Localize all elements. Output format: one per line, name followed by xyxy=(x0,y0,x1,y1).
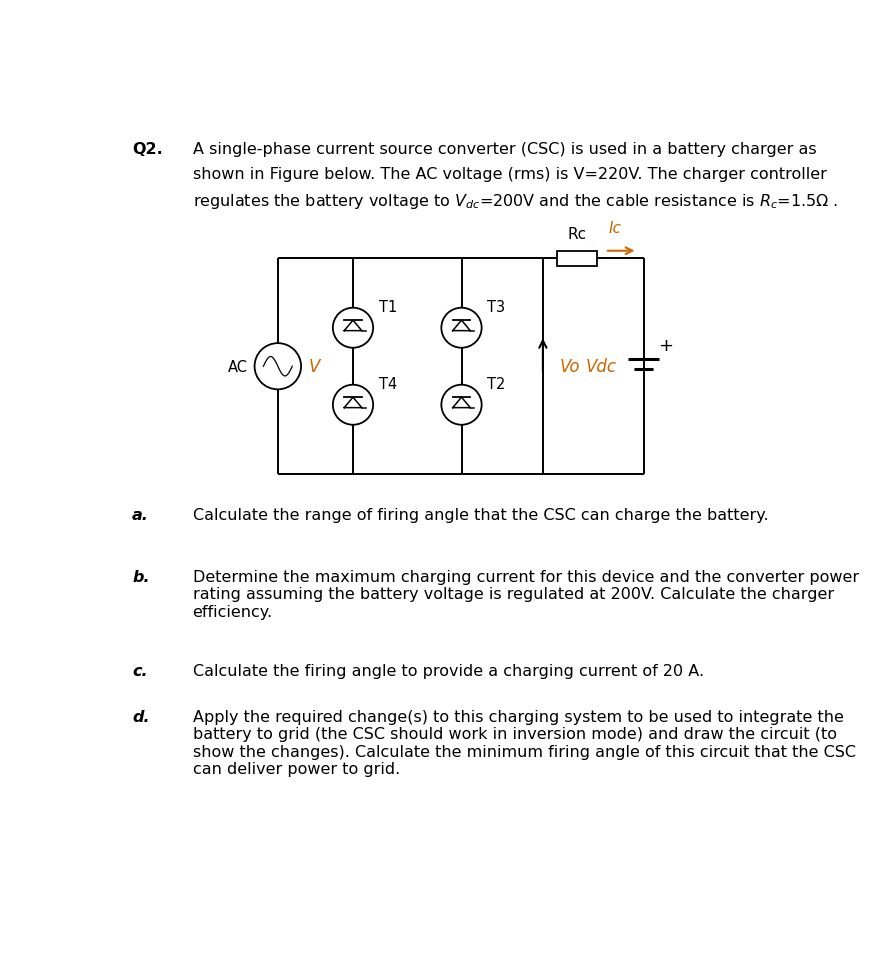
Text: A single-phase current source converter (CSC) is used in a battery charger as: A single-phase current source converter … xyxy=(192,141,816,157)
Text: Determine the maximum charging current for this device and the converter power
r: Determine the maximum charging current f… xyxy=(192,569,859,619)
Text: Calculate the firing angle to provide a charging current of 20 A.: Calculate the firing angle to provide a … xyxy=(192,663,704,678)
Text: Rc: Rc xyxy=(567,227,586,242)
Text: +: + xyxy=(658,336,672,355)
Text: Vdc: Vdc xyxy=(585,357,617,376)
Text: Q2.: Q2. xyxy=(132,141,163,157)
Text: Calculate the range of firing angle that the CSC can charge the battery.: Calculate the range of firing angle that… xyxy=(192,507,768,523)
Text: Vo: Vo xyxy=(560,357,580,376)
Text: T2: T2 xyxy=(487,377,505,391)
Text: Apply the required change(s) to this charging system to be used to integrate the: Apply the required change(s) to this cha… xyxy=(192,709,855,776)
Text: T4: T4 xyxy=(379,377,397,391)
Text: b.: b. xyxy=(132,569,150,584)
Text: AC: AC xyxy=(228,359,248,375)
Text: a.: a. xyxy=(132,507,149,523)
Text: T1: T1 xyxy=(379,300,397,314)
Text: regulates the battery voltage to $V_{dc}$=200V and the cable resistance is $R_c$: regulates the battery voltage to $V_{dc}… xyxy=(192,192,838,211)
Text: V: V xyxy=(309,357,321,376)
Text: shown in Figure below. The AC voltage (rms) is V=220V. The charger controller: shown in Figure below. The AC voltage (r… xyxy=(192,167,827,182)
FancyBboxPatch shape xyxy=(557,252,598,267)
Text: Ic: Ic xyxy=(609,221,622,236)
Text: T3: T3 xyxy=(487,300,505,314)
Text: d.: d. xyxy=(132,709,150,725)
Text: c.: c. xyxy=(132,663,148,678)
